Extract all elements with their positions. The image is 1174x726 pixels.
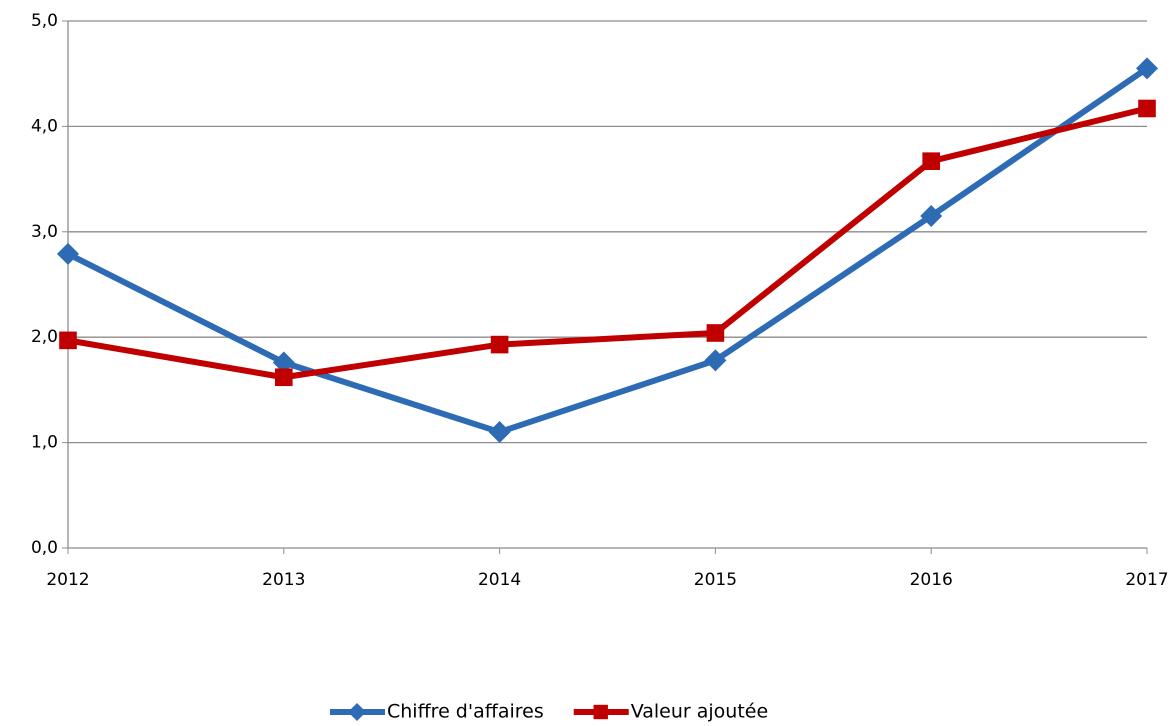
marker xyxy=(59,331,77,350)
x-tick-label: 2014 xyxy=(478,570,521,590)
y-tick-label: 5,0 xyxy=(31,11,58,31)
marker xyxy=(272,351,295,374)
x-tick-label: 2016 xyxy=(910,570,953,590)
y-tick-label: 3,0 xyxy=(31,222,58,242)
y-tick-label: 1,0 xyxy=(31,433,58,453)
y-tick-label: 2,0 xyxy=(31,327,58,347)
legend-label: Valeur ajoutée xyxy=(631,701,768,723)
marker xyxy=(1136,57,1158,80)
y-tick-label: 0,0 xyxy=(31,538,58,558)
x-tick-label: 2013 xyxy=(262,570,305,590)
marker xyxy=(275,368,293,387)
marker xyxy=(488,421,511,444)
x-tick-label: 2015 xyxy=(694,570,737,590)
y-tick-label: 4,0 xyxy=(31,116,58,136)
marker xyxy=(922,152,940,170)
marker xyxy=(920,204,943,227)
legend-marker xyxy=(348,703,366,721)
marker xyxy=(490,335,509,354)
marker xyxy=(57,242,79,265)
series-line xyxy=(67,105,1148,381)
series-line xyxy=(66,65,1149,436)
marker xyxy=(704,349,727,372)
marker xyxy=(1138,99,1156,118)
legend-marker xyxy=(593,704,608,720)
x-tick-label: 2017 xyxy=(1125,570,1168,590)
x-tick-label: 2012 xyxy=(46,570,89,590)
marker xyxy=(706,324,725,342)
legend-label: Chiffre d'affaires xyxy=(387,701,544,723)
